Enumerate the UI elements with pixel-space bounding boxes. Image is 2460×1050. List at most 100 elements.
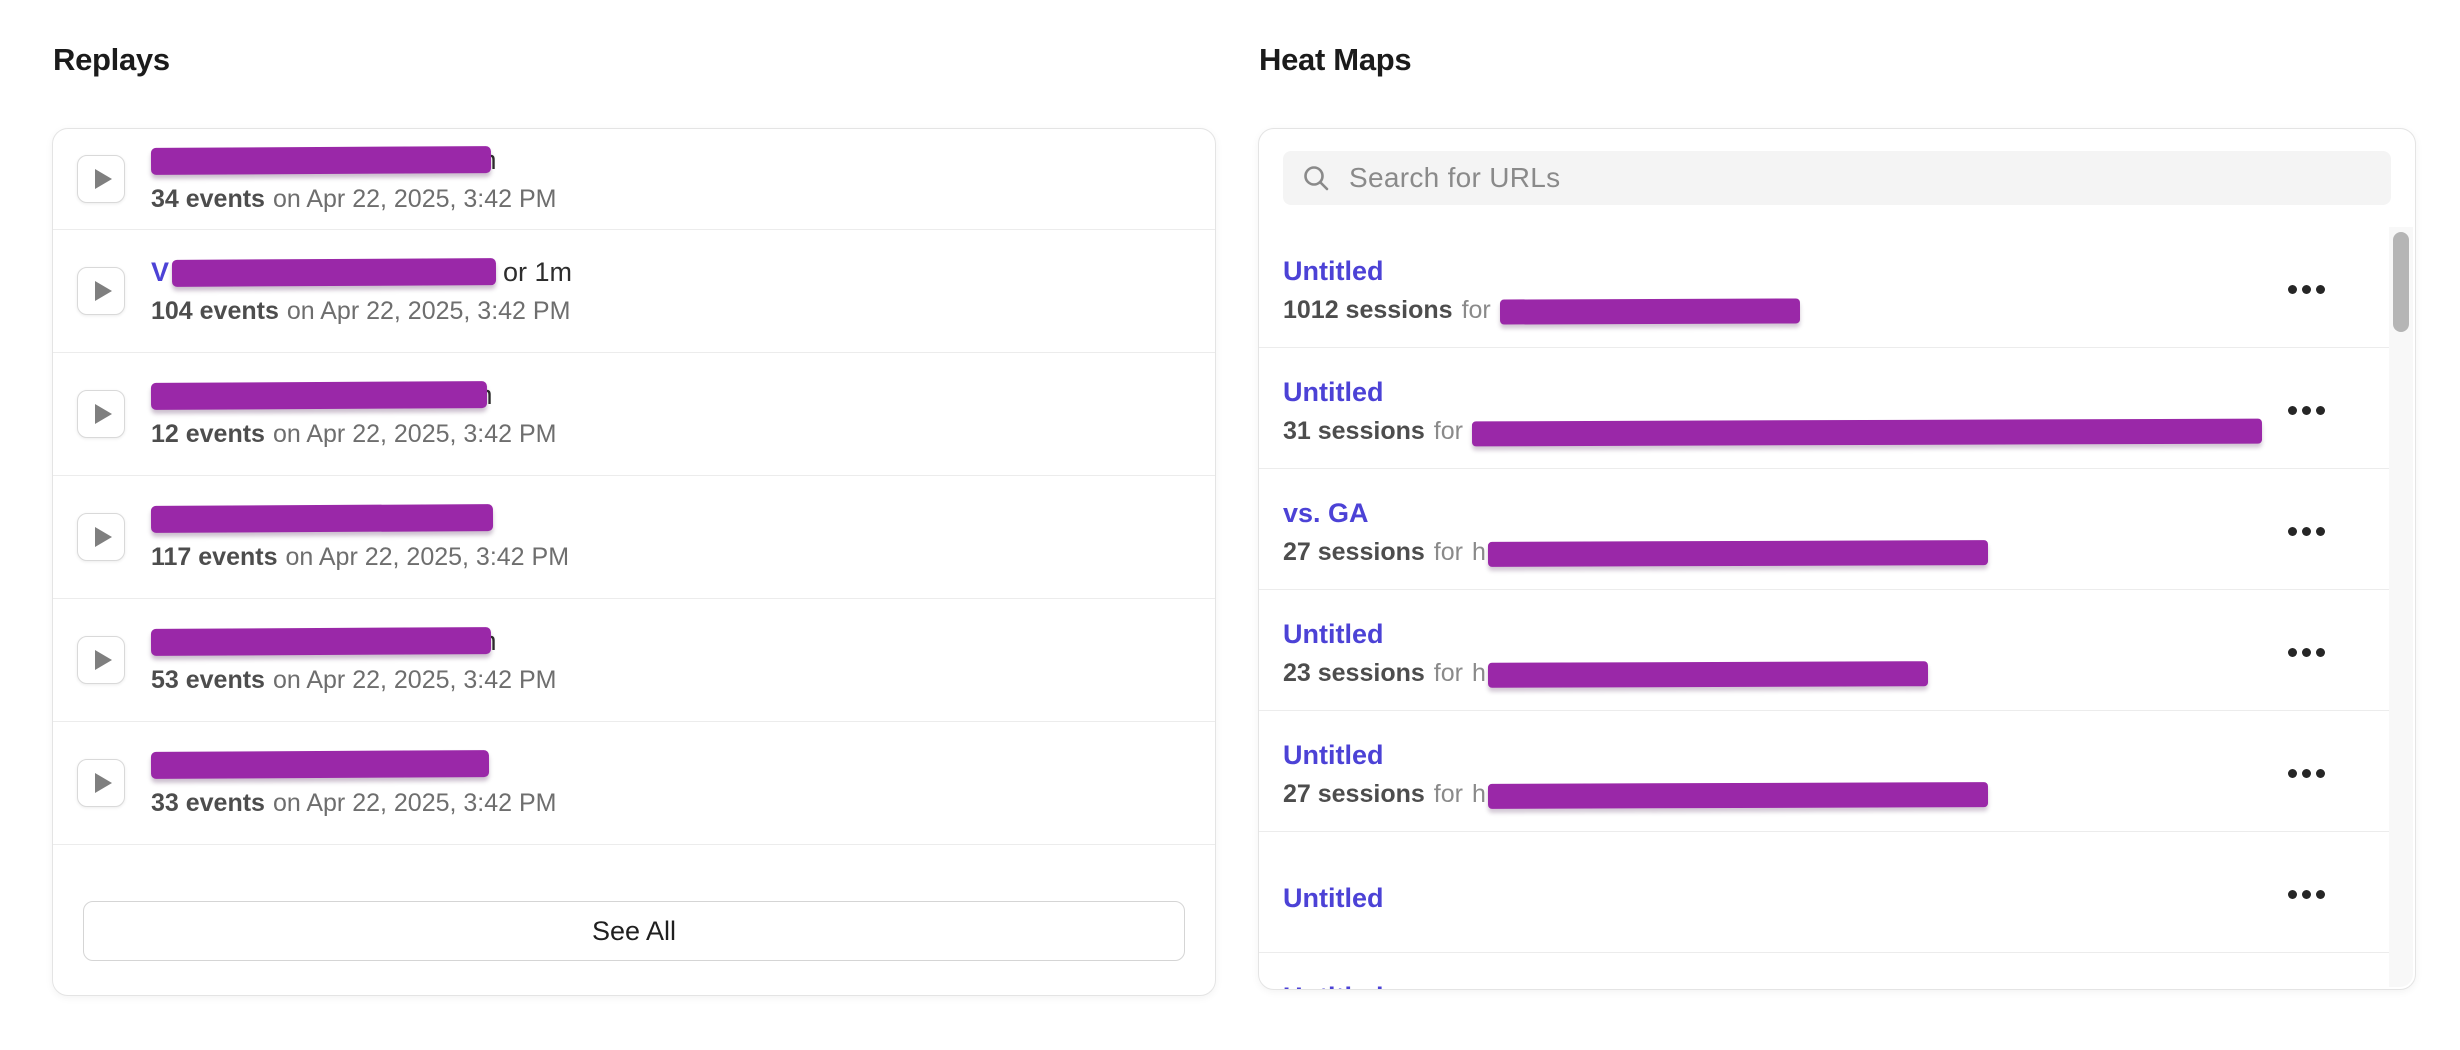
replay-row[interactable]: 117 events on Apr 22, 2025, 3:42 PM bbox=[53, 476, 1215, 599]
url-redaction-bar bbox=[1487, 782, 1988, 809]
events-count: 117 events bbox=[151, 543, 278, 571]
heatmap-title-link[interactable]: Untitled bbox=[1283, 981, 1384, 989]
heatmap-title-link[interactable]: Untitled bbox=[1283, 619, 1384, 649]
heatmap-sessions: 31 sessions for bbox=[1283, 416, 2269, 447]
redaction-bar bbox=[150, 145, 492, 175]
play-button[interactable] bbox=[77, 759, 125, 807]
row-menu-button[interactable] bbox=[2282, 400, 2331, 421]
replay-date: on Apr 22, 2025, 3:42 PM bbox=[272, 185, 557, 213]
ellipsis-icon bbox=[2288, 285, 2297, 294]
heatmap-row: Untitled 31 sessions for bbox=[1259, 348, 2389, 469]
replay-name-link[interactable] bbox=[150, 502, 569, 534]
url-prefix: h bbox=[1471, 658, 1486, 687]
replay-meta: 33 events on Apr 22, 2025, 3:42 PM bbox=[151, 789, 557, 818]
play-icon bbox=[95, 404, 112, 424]
heatmap-sessions: 27 sessions for h bbox=[1283, 779, 2269, 809]
replay-meta: 34 events on Apr 22, 2025, 3:42 PM bbox=[151, 185, 557, 214]
replay-meta: 117 events on Apr 22, 2025, 3:42 PM bbox=[151, 543, 569, 572]
replay-meta: 104 events on Apr 22, 2025, 3:42 PM bbox=[151, 297, 572, 326]
play-button[interactable] bbox=[77, 155, 125, 203]
play-icon bbox=[95, 281, 112, 301]
row-menu-button[interactable] bbox=[2282, 279, 2331, 300]
scrollbar-thumb[interactable] bbox=[2393, 232, 2409, 332]
replay-name-link[interactable] bbox=[150, 748, 557, 780]
play-button[interactable] bbox=[77, 390, 125, 438]
redaction-bar bbox=[150, 626, 492, 656]
replay-meta: 12 events on Apr 22, 2025, 3:42 PM bbox=[151, 420, 557, 449]
row-menu-button[interactable] bbox=[2282, 521, 2331, 542]
play-icon bbox=[95, 169, 112, 189]
heatmap-title-link[interactable]: Untitled bbox=[1283, 256, 1384, 286]
heatmap-row: Untitled bbox=[1259, 953, 2389, 989]
ellipsis-icon bbox=[2302, 648, 2311, 657]
replay-name-link[interactable]: m bbox=[150, 144, 557, 176]
play-icon bbox=[95, 650, 112, 670]
replay-meta: 53 events on Apr 22, 2025, 3:42 PM bbox=[151, 666, 557, 695]
for-label: for bbox=[1433, 537, 1463, 566]
sessions-count: 27 sessions bbox=[1283, 779, 1425, 808]
ellipsis-icon bbox=[2288, 769, 2297, 778]
heatmap-title-link[interactable]: vs. GA bbox=[1283, 498, 1369, 528]
ellipsis-icon bbox=[2316, 406, 2325, 415]
replay-name-link[interactable]: m bbox=[150, 625, 557, 657]
play-button[interactable] bbox=[77, 513, 125, 561]
search-icon bbox=[1304, 166, 1329, 191]
heatmap-row: Untitled 23 sessions for h bbox=[1259, 590, 2389, 711]
redaction-bar bbox=[150, 380, 488, 410]
ellipsis-icon bbox=[2302, 769, 2311, 778]
row-menu-button[interactable] bbox=[2282, 884, 2331, 905]
ellipsis-icon bbox=[2288, 890, 2297, 899]
replay-date: on Apr 22, 2025, 3:42 PM bbox=[286, 297, 571, 325]
see-all-button[interactable]: See All bbox=[83, 901, 1185, 961]
ellipsis-icon bbox=[2302, 527, 2311, 536]
heatmap-title-link[interactable]: Untitled bbox=[1283, 740, 1384, 770]
replay-row[interactable]: 33 events on Apr 22, 2025, 3:42 PM bbox=[53, 722, 1215, 845]
heatmap-title-link[interactable]: Untitled bbox=[1283, 883, 1384, 913]
events-count: 12 events bbox=[151, 420, 265, 448]
heatmap-row: Untitled 1012 sessions for bbox=[1259, 227, 2389, 348]
events-count: 104 events bbox=[151, 297, 279, 325]
ellipsis-icon bbox=[2288, 406, 2297, 415]
sessions-count: 1012 sessions bbox=[1283, 295, 1453, 324]
url-prefix: h bbox=[1471, 779, 1486, 808]
ellipsis-icon bbox=[2316, 285, 2325, 294]
play-button[interactable] bbox=[77, 267, 125, 315]
replay-name-link[interactable]: m bbox=[150, 379, 557, 411]
play-icon bbox=[95, 527, 112, 547]
sessions-count: 31 sessions bbox=[1283, 416, 1425, 445]
replay-name-tail: or 1m bbox=[503, 256, 573, 287]
redaction-bar bbox=[150, 749, 490, 779]
heatmaps-panel-title: Heat Maps bbox=[1259, 42, 1412, 77]
events-count: 34 events bbox=[151, 185, 265, 213]
search-input[interactable] bbox=[1347, 161, 2373, 195]
replay-date: on Apr 22, 2025, 3:42 PM bbox=[272, 666, 557, 694]
row-menu-button[interactable] bbox=[2282, 642, 2331, 663]
redaction-bar bbox=[150, 503, 494, 533]
ellipsis-icon bbox=[2316, 648, 2325, 657]
replay-name-prefix: V bbox=[151, 256, 170, 287]
url-redaction-bar bbox=[1487, 661, 1928, 688]
play-button[interactable] bbox=[77, 636, 125, 684]
url-redaction-bar bbox=[1487, 540, 1988, 567]
ellipsis-icon bbox=[2288, 527, 2297, 536]
scrollbar-track[interactable] bbox=[2389, 227, 2413, 987]
sessions-count: 27 sessions bbox=[1283, 537, 1425, 566]
row-menu-button[interactable] bbox=[2282, 763, 2331, 784]
url-prefix: h bbox=[1471, 537, 1486, 566]
heatmap-title-link[interactable]: Untitled bbox=[1283, 377, 1384, 407]
for-label: for bbox=[1461, 295, 1491, 324]
events-count: 33 events bbox=[151, 789, 265, 817]
replay-date: on Apr 22, 2025, 3:42 PM bbox=[272, 420, 557, 448]
url-redaction-bar bbox=[1471, 418, 2262, 447]
heatmap-sessions: 23 sessions for h bbox=[1283, 658, 2269, 688]
see-all-wrap: See All bbox=[53, 845, 1215, 961]
